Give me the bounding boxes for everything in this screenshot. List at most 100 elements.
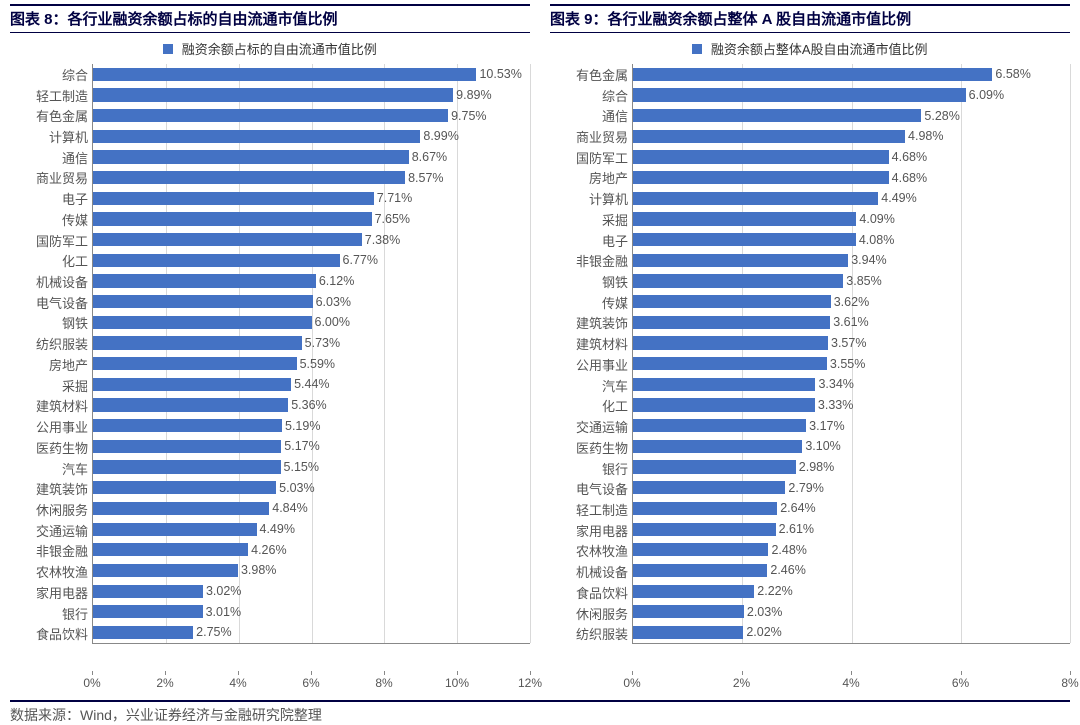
- x-tick-label: 12%: [518, 676, 542, 690]
- bar: 5.28%: [633, 109, 921, 122]
- bar-row: 3.33%: [633, 395, 1070, 416]
- left-panel: 图表 8：各行业融资余额占标的自由流通市值比例 融资余额占标的自由流通市值比例 …: [0, 0, 540, 694]
- bar-row: 2.48%: [633, 539, 1070, 560]
- bar-value-label: 8.99%: [420, 129, 458, 143]
- bar: 6.12%: [93, 274, 316, 287]
- bar: 2.79%: [633, 481, 785, 494]
- bar-value-label: 5.73%: [302, 336, 340, 350]
- bar-value-label: 3.02%: [203, 584, 241, 598]
- bar-value-label: 2.03%: [744, 605, 782, 619]
- bar-value-label: 6.58%: [992, 67, 1030, 81]
- bar: 6.03%: [93, 295, 313, 308]
- bar-row: 4.98%: [633, 126, 1070, 147]
- x-tick-mark: [92, 671, 93, 675]
- x-tick-mark: [457, 671, 458, 675]
- bar: 2.02%: [633, 626, 743, 639]
- bar-value-label: 5.03%: [276, 481, 314, 495]
- category-label: 建筑装饰: [550, 313, 632, 334]
- bar-value-label: 7.38%: [362, 233, 400, 247]
- category-label: 钢铁: [550, 271, 632, 292]
- bar: 4.09%: [633, 212, 856, 225]
- bar-row: 10.53%: [93, 64, 530, 85]
- category-label: 公用事业: [550, 354, 632, 375]
- right-panel: 图表 9：各行业融资余额占整体 A 股自由流通市值比例 融资余额占整体A股自由流…: [540, 0, 1080, 694]
- bar: 6.77%: [93, 254, 340, 267]
- bar: 5.44%: [93, 378, 291, 391]
- bar-row: 3.17%: [633, 415, 1070, 436]
- bar: 6.58%: [633, 68, 992, 81]
- category-label: 食品饮料: [550, 582, 632, 603]
- category-label: 有色金属: [550, 64, 632, 85]
- bar: 5.15%: [93, 460, 281, 473]
- bar-row: 4.49%: [633, 188, 1070, 209]
- category-label: 房地产: [550, 168, 632, 189]
- bar-row: 3.98%: [93, 560, 530, 581]
- x-tick-label: 8%: [375, 676, 392, 690]
- bar-value-label: 4.08%: [856, 233, 894, 247]
- bar: 6.00%: [93, 316, 312, 329]
- x-tick-label: 8%: [1061, 676, 1078, 690]
- bar-value-label: 4.68%: [889, 171, 927, 185]
- bar: 2.46%: [633, 564, 767, 577]
- category-label: 通信: [550, 105, 632, 126]
- bar: 2.75%: [93, 626, 193, 639]
- bar-row: 5.44%: [93, 374, 530, 395]
- bar-row: 7.65%: [93, 209, 530, 230]
- bar-value-label: 4.98%: [905, 129, 943, 143]
- bar-row: 2.98%: [633, 457, 1070, 478]
- bar-value-label: 5.28%: [921, 109, 959, 123]
- bar: 3.85%: [633, 274, 843, 287]
- category-label: 电气设备: [10, 292, 92, 313]
- bar-row: 3.01%: [93, 601, 530, 622]
- bar-row: 9.75%: [93, 105, 530, 126]
- bar-value-label: 4.84%: [269, 501, 307, 515]
- left-legend-text: 融资余额占标的自由流通市值比例: [182, 42, 377, 57]
- bar-value-label: 5.19%: [282, 419, 320, 433]
- bar: 3.55%: [633, 357, 827, 370]
- category-label: 房地产: [10, 354, 92, 375]
- category-label: 公用事业: [10, 416, 92, 437]
- left-x-axis: 0%2%4%6%8%10%12%: [92, 674, 530, 694]
- x-tick-label: 10%: [445, 676, 469, 690]
- bar-row: 3.94%: [633, 250, 1070, 271]
- bar: 6.09%: [633, 88, 966, 101]
- bar-row: 3.10%: [633, 436, 1070, 457]
- category-label: 银行: [550, 458, 632, 479]
- bar-value-label: 2.46%: [767, 563, 805, 577]
- bar-value-label: 3.10%: [802, 439, 840, 453]
- bar-row: 7.71%: [93, 188, 530, 209]
- category-label: 电气设备: [550, 478, 632, 499]
- bar-row: 2.22%: [633, 581, 1070, 602]
- bar: 7.71%: [93, 192, 374, 205]
- x-tick-label: 0%: [623, 676, 640, 690]
- bar-row: 5.03%: [93, 477, 530, 498]
- left-y-axis-labels: 综合轻工制造有色金属计算机通信商业贸易电子传媒国防军工化工机械设备电气设备钢铁纺…: [10, 64, 92, 644]
- data-source: 数据来源：Wind，兴业证券经济与金融研究院整理: [10, 700, 1070, 725]
- category-label: 纺织服装: [550, 623, 632, 644]
- category-label: 汽车: [550, 375, 632, 396]
- category-label: 化工: [550, 396, 632, 417]
- bar: 3.98%: [93, 564, 238, 577]
- right-legend: 融资余额占整体A股自由流通市值比例: [550, 33, 1070, 64]
- category-label: 化工: [10, 250, 92, 271]
- category-label: 家用电器: [10, 582, 92, 603]
- bar-row: 5.17%: [93, 436, 530, 457]
- category-label: 商业贸易: [10, 168, 92, 189]
- bar-value-label: 5.15%: [281, 460, 319, 474]
- bar-value-label: 6.03%: [313, 295, 351, 309]
- category-label: 综合: [10, 64, 92, 85]
- bar-row: 4.26%: [93, 539, 530, 560]
- bar-value-label: 2.64%: [777, 501, 815, 515]
- category-label: 农林牧渔: [550, 541, 632, 562]
- bar-value-label: 6.00%: [312, 315, 350, 329]
- category-label: 电子: [10, 188, 92, 209]
- grid-line: [530, 64, 531, 643]
- bar-row: 3.61%: [633, 312, 1070, 333]
- bar: 5.73%: [93, 336, 302, 349]
- x-tick-mark: [384, 671, 385, 675]
- bar: 5.19%: [93, 419, 282, 432]
- bar-row: 8.99%: [93, 126, 530, 147]
- bar: 2.64%: [633, 502, 777, 515]
- bar-value-label: 9.89%: [453, 88, 491, 102]
- bar-row: 2.75%: [93, 622, 530, 643]
